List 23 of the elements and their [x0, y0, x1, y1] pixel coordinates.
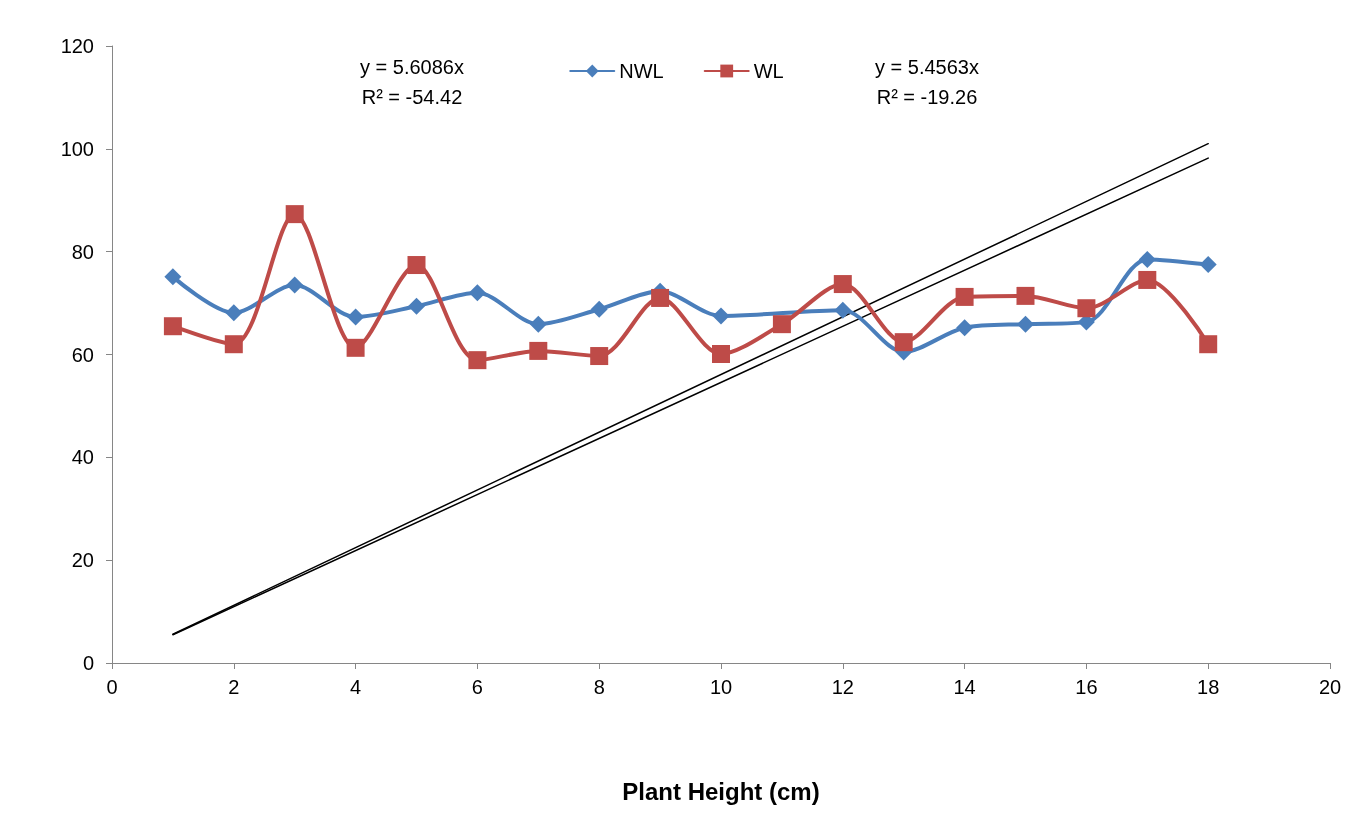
x-tick-label: 6: [471, 676, 483, 698]
x-tick-label: 16: [1075, 676, 1098, 698]
y-tick-label: 40: [71, 446, 94, 469]
annotation: y = 5.6086x R² = -54.42: [360, 56, 464, 108]
x-tick-label: 12: [831, 676, 854, 698]
x-tick-label: 14: [953, 676, 976, 698]
y-tick-label: 120: [60, 35, 94, 57]
y-tick-label: 100: [60, 137, 94, 160]
y-tick-label: 20: [71, 549, 94, 572]
legend-label: NWL: [619, 60, 664, 82]
x-axis-title: Plant Height (cm): [622, 777, 820, 805]
legend-label: WL: [753, 60, 784, 82]
x-tick-label: 10: [709, 676, 733, 698]
y-tick-label: 80: [71, 240, 94, 263]
x-tick-label: 8: [593, 676, 605, 698]
x-tick-label: 2: [228, 676, 240, 698]
x-tick-label: 4: [350, 676, 362, 698]
y-tick-label: 0: [82, 652, 94, 674]
x-tick-label: 0: [106, 676, 118, 698]
annotation: y = 5.4563x R² = -19.26: [875, 56, 979, 108]
y-tick-label: 60: [71, 343, 94, 366]
x-tick-label: 20: [1318, 676, 1342, 698]
x-tick-label: 18: [1197, 676, 1220, 698]
